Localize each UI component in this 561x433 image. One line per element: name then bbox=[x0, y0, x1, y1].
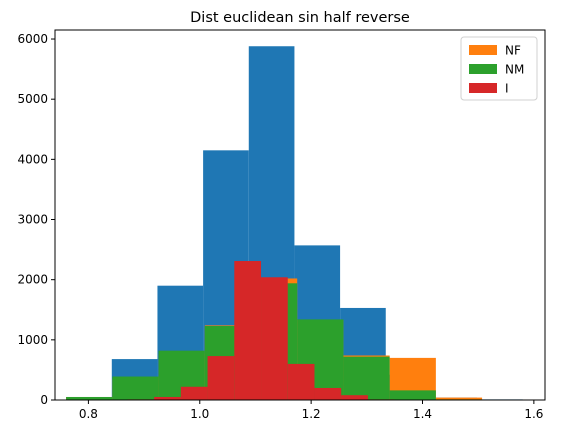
histogram-bar-series-3 bbox=[234, 261, 262, 400]
histogram-bar-series-3 bbox=[180, 386, 208, 400]
y-tick-label: 2000 bbox=[17, 273, 48, 287]
legend-label: I bbox=[505, 82, 509, 96]
x-tick-label: 1.6 bbox=[524, 407, 543, 421]
legend-swatch bbox=[469, 64, 497, 74]
y-tick-label: 3000 bbox=[17, 213, 48, 227]
histogram-bar-series-2 bbox=[112, 376, 159, 400]
x-tick-label: 1.0 bbox=[190, 407, 209, 421]
legend-label: NF bbox=[505, 44, 521, 58]
legend-swatch bbox=[469, 45, 497, 55]
axes-layer: 0.8 1.0 1.2 1.4 1.6 0 1000 2000 3000 4000 5000 6000 bbox=[17, 29, 546, 421]
legend: NF NM I bbox=[460, 36, 538, 101]
chart-title: Dist euclidean sin half reverse bbox=[190, 10, 410, 26]
x-tick-label: 1.2 bbox=[302, 407, 321, 421]
histogram-bar-series-3 bbox=[154, 396, 181, 400]
histogram-bar-series-2 bbox=[66, 396, 113, 400]
histogram-bar-series-3 bbox=[261, 277, 288, 400]
x-tick-label: 0.8 bbox=[79, 407, 98, 421]
y-tick-label: 1000 bbox=[17, 333, 48, 347]
histogram-bar-series-3 bbox=[207, 356, 235, 400]
y-tick-label: 0 bbox=[40, 393, 48, 407]
histogram-bar-series-1 bbox=[435, 397, 483, 400]
histogram-bar-series-2 bbox=[343, 356, 390, 400]
histogram-bar-series-3 bbox=[314, 387, 342, 400]
plot-frame bbox=[54, 29, 546, 401]
legend-swatch bbox=[469, 83, 497, 93]
y-tick-label: 6000 bbox=[17, 32, 48, 46]
histogram-bar-series-3 bbox=[287, 363, 315, 400]
bars-layer bbox=[66, 46, 523, 401]
x-tick-label: 1.4 bbox=[413, 407, 432, 421]
y-tick-label: 5000 bbox=[17, 92, 48, 106]
histogram-bar-series-2 bbox=[389, 390, 436, 400]
legend-label: NM bbox=[505, 63, 524, 77]
histogram-bar-series-3 bbox=[341, 395, 368, 400]
y-tick-label: 4000 bbox=[17, 152, 48, 166]
